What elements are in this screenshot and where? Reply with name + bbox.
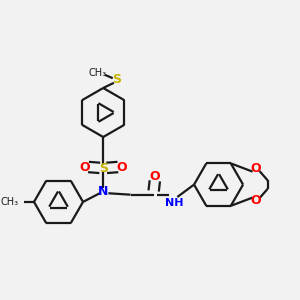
Text: CH₃: CH₃ [88, 68, 106, 78]
Text: O: O [79, 161, 90, 174]
Text: N: N [98, 185, 108, 198]
Text: S: S [112, 73, 121, 86]
Text: O: O [251, 162, 261, 175]
Text: O: O [117, 161, 127, 174]
Text: O: O [150, 170, 160, 183]
Text: O: O [251, 194, 261, 207]
Text: CH₃: CH₃ [0, 197, 18, 207]
Text: S: S [99, 162, 108, 175]
Text: NH: NH [165, 198, 184, 208]
